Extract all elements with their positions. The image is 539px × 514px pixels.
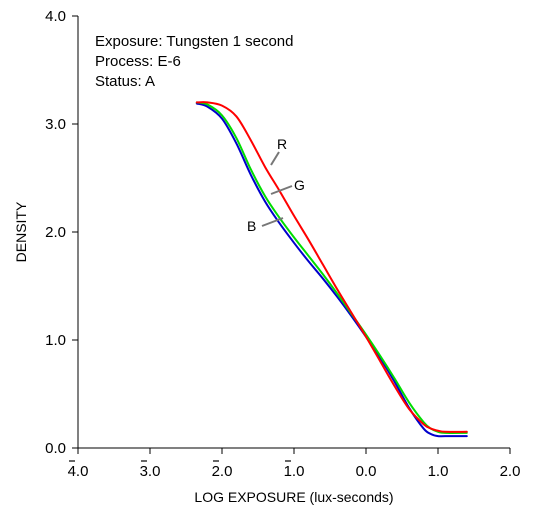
x-tick-label: 3.0 [140, 463, 161, 480]
tick-labels: 4.0 3.0 2.0 1.0 0.0 1.0 2.0 0.0 1.0 2.0 3.0 4.0 [45, 8, 520, 480]
info-exposure: Exposure: Tungsten 1 second [95, 33, 293, 50]
y-tick-label: 3.0 [45, 116, 66, 133]
series-line-b [195, 102, 468, 438]
label-leader-g [270, 185, 293, 195]
x-tick-label: 0.0 [356, 463, 377, 480]
x-axis-title: LOG EXPOSURE (lux-seconds) [194, 489, 393, 505]
curve-label-r: R [277, 136, 287, 152]
x-tick-label: 1.0 [284, 463, 305, 480]
y-tick-label: 2.0 [45, 224, 66, 241]
info-process: Process: E-6 [95, 53, 181, 70]
x-tick-label: 2.0 [212, 463, 233, 480]
y-axis-title: DENSITY [13, 201, 29, 262]
label-leader-r [270, 151, 280, 166]
info-block: Exposure: Tungsten 1 second Process: E-6… [95, 33, 293, 90]
x-tick-label: 4.0 [68, 463, 89, 480]
series-line-r [195, 101, 468, 433]
x-tick-label: 1.0 [428, 463, 449, 480]
y-tick-label: 0.0 [45, 440, 66, 457]
y-tick-label: 4.0 [45, 8, 66, 25]
info-status: Status: A [95, 73, 155, 90]
series-line-g [195, 101, 468, 434]
curve-label-g: G [294, 177, 305, 193]
curve-label-b: B [247, 218, 256, 234]
series-group [195, 101, 468, 438]
curve-labels: R G B [247, 136, 305, 234]
y-tick-label: 1.0 [45, 332, 66, 349]
label-leader-b [261, 217, 284, 227]
x-tick-label: 2.0 [500, 463, 521, 480]
ticks [72, 15, 511, 454]
